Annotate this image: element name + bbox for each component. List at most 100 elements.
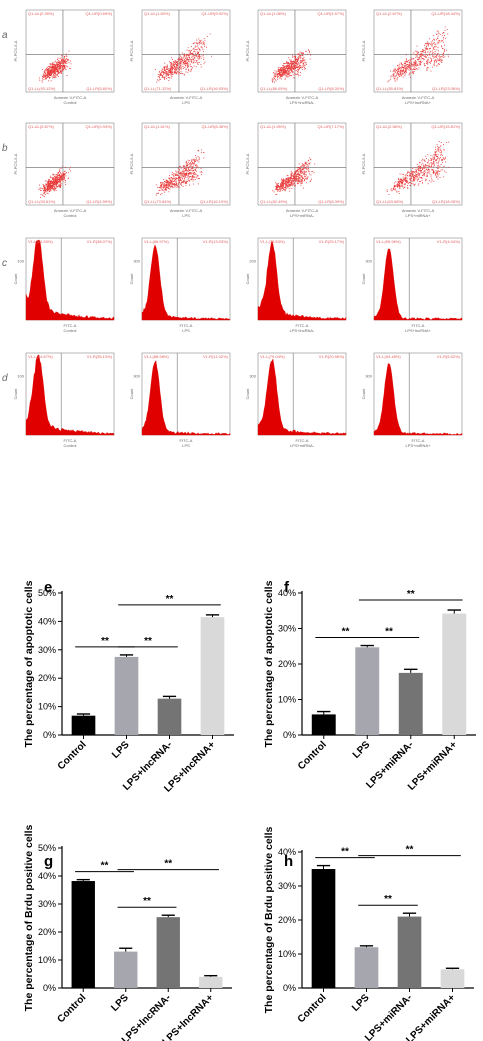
event-dot [200, 151, 202, 153]
event-dot [170, 69, 171, 71]
event-dot [183, 180, 185, 182]
event-dot [435, 160, 436, 162]
event-dot [437, 37, 438, 39]
event-dot [64, 178, 66, 180]
event-dot [158, 187, 160, 189]
quadrant-ll-label: Q1-LL(71.32%) [144, 86, 172, 91]
event-dot [440, 59, 442, 60]
event-dot [437, 167, 438, 169]
x-axis-label: Annexin V-FITC-A [54, 208, 87, 213]
event-dot [185, 161, 187, 162]
bar [71, 715, 96, 735]
event-dot [57, 181, 59, 182]
y-axis-label: PI-PCS-5-A [361, 40, 366, 61]
event-dot [41, 80, 43, 82]
event-dot [310, 159, 311, 161]
event-dot [303, 56, 305, 58]
event-dot [176, 174, 178, 176]
event-dot [402, 68, 404, 70]
event-dot [50, 63, 52, 65]
event-dot [294, 61, 296, 63]
event-dot [296, 167, 298, 169]
event-dot [409, 178, 411, 180]
event-dot [283, 63, 284, 65]
event-dot [49, 177, 51, 179]
event-dot [291, 184, 293, 185]
event-dot [56, 181, 58, 183]
histogram-area [141, 360, 231, 436]
event-dot [53, 186, 55, 188]
event-dot [42, 73, 44, 75]
panel-letter-f: f [284, 579, 290, 596]
event-dot [444, 26, 446, 28]
event-dot [295, 61, 296, 63]
event-dot [412, 174, 414, 175]
event-dot [414, 60, 416, 61]
event-dot [281, 70, 283, 72]
event-dot [164, 67, 166, 69]
event-dot [401, 64, 403, 65]
event-dot [50, 71, 51, 73]
event-dot [413, 68, 415, 70]
event-dot [446, 49, 447, 51]
event-dot [160, 70, 162, 72]
event-dot [185, 175, 186, 177]
event-dot [399, 73, 401, 74]
event-dot [197, 183, 199, 185]
event-dot [196, 160, 198, 162]
event-dot [176, 67, 178, 69]
event-dot [169, 183, 171, 185]
event-dot [422, 54, 424, 56]
event-dot [434, 45, 436, 47]
event-dot [193, 50, 195, 52]
event-dot [397, 73, 399, 75]
event-dot [436, 57, 438, 59]
event-dot [192, 58, 194, 60]
gate-right-label: V1-R(25.17%) [319, 239, 345, 244]
event-dot [198, 41, 200, 43]
event-dot [171, 73, 173, 75]
event-dot [45, 183, 47, 185]
event-dot [297, 180, 299, 182]
event-dot [430, 43, 431, 45]
event-dot [417, 172, 419, 174]
event-dot [286, 178, 288, 180]
event-dot [63, 62, 65, 63]
event-dot [188, 178, 190, 180]
event-dot [180, 55, 181, 57]
event-dot [433, 173, 435, 174]
event-dot [438, 33, 440, 34]
event-dot [287, 181, 288, 183]
event-dot [293, 183, 295, 185]
event-dot [287, 187, 289, 189]
event-dot [64, 182, 66, 184]
event-dot [175, 184, 177, 185]
event-dot [444, 35, 445, 36]
event-dot [167, 69, 168, 70]
x-axis-label: FITC-A [64, 438, 77, 443]
event-dot [286, 65, 288, 66]
event-dot [182, 170, 184, 172]
event-dot [197, 55, 199, 57]
event-dot [304, 178, 306, 180]
event-dot [301, 169, 303, 171]
y-axis-label: PI-PCS-5-A [13, 40, 18, 61]
event-dot [431, 162, 433, 164]
event-dot [394, 189, 396, 191]
event-dot [53, 182, 55, 183]
event-dot [424, 44, 426, 46]
event-dot [54, 188, 56, 189]
event-dot [159, 74, 161, 76]
event-dot [291, 71, 293, 72]
event-dot [424, 52, 426, 53]
event-dot [200, 42, 202, 44]
event-dot [405, 181, 407, 182]
event-dot [56, 184, 58, 186]
event-dot [164, 66, 166, 67]
event-dot [403, 62, 405, 64]
event-dot [431, 163, 433, 165]
event-dot [50, 69, 51, 71]
event-dot [169, 62, 171, 64]
event-dot [43, 75, 45, 77]
